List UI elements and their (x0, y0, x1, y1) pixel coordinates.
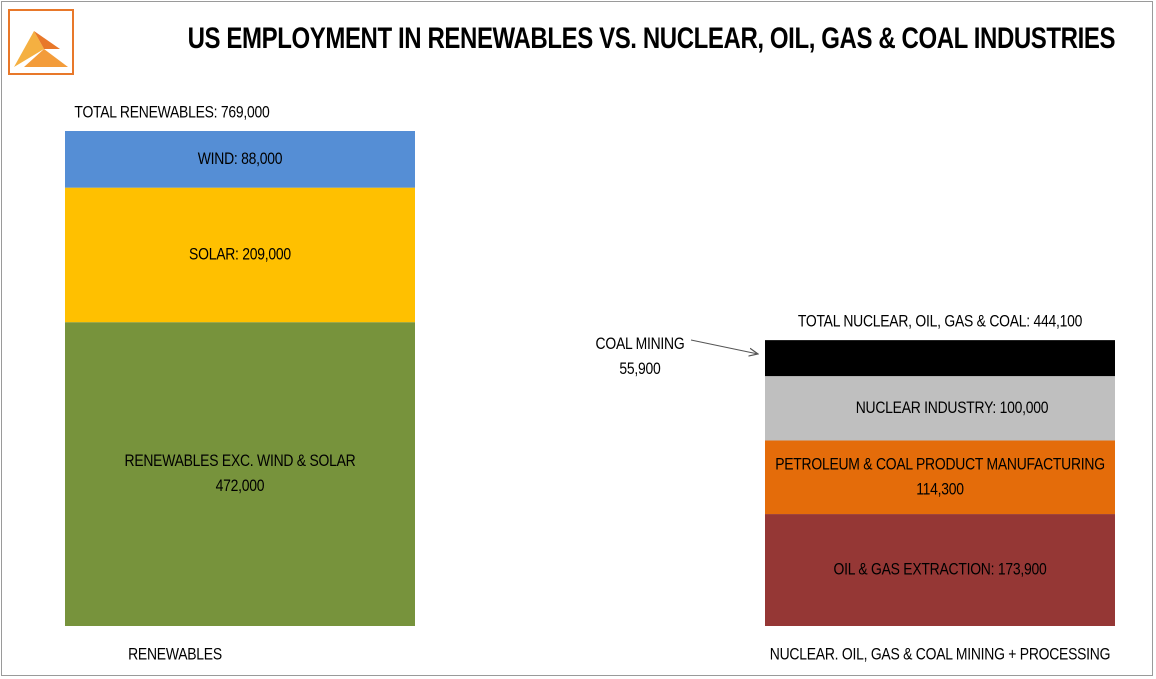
coal-mining-arrow (690, 339, 758, 354)
category-label-0: RENEWABLES (128, 645, 222, 664)
segment-label-0-2: WIND: 88,000 (198, 150, 283, 169)
category-label-1: NUCLEAR. OIL, GAS & COAL MINING + PROCES… (770, 645, 1110, 664)
chart-title: US EMPLOYMENT IN RENEWABLES VS. NUCLEAR,… (187, 22, 1116, 55)
segment-label-0-0: RENEWABLES EXC. WIND & SOLAR (125, 452, 356, 471)
bar-segment-0-1 (65, 187, 415, 323)
bar-segment-1-2 (765, 376, 1115, 441)
segment-label-1-1: 114,300 (916, 480, 964, 499)
segment-label-1-2: NUCLEAR INDUSTRY: 100,000 (856, 399, 1049, 418)
bar-segment-1-3 (765, 340, 1115, 377)
logo (8, 9, 74, 75)
segment-label-0-1: SOLAR: 209,000 (189, 245, 291, 264)
bar-segment-0-0 (65, 322, 415, 626)
bar-segment-1-0 (765, 514, 1115, 626)
logo-triangles-icon (14, 31, 68, 67)
total-label-0: TOTAL RENEWABLES: 769,000 (74, 103, 270, 122)
coal-mining-annotation: COAL MINING (596, 335, 685, 354)
segment-label-0-0: 472,000 (216, 477, 265, 496)
bar-segment-0-2 (65, 131, 415, 188)
total-label-1: TOTAL NUCLEAR, OIL, GAS & COAL: 444,100 (798, 312, 1083, 331)
segment-label-1-0: OIL & GAS EXTRACTION: 173,900 (834, 560, 1048, 579)
coal-mining-annotation: 55,900 (619, 360, 661, 379)
bar-segment-1-1 (765, 440, 1115, 515)
segment-label-1-1: PETROLEUM & COAL PRODUCT MANUFACTURING (775, 455, 1105, 474)
